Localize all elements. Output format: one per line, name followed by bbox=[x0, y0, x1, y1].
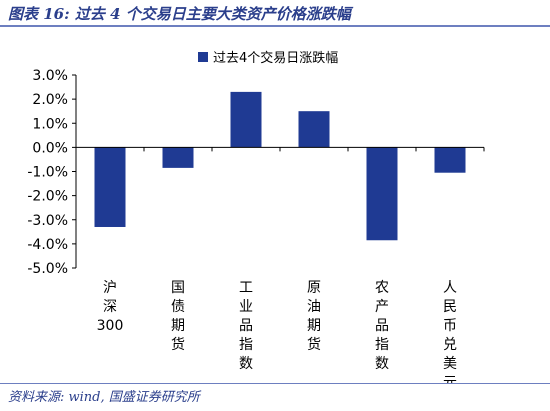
y-tick-label: 0.0% bbox=[32, 140, 68, 156]
legend-swatch bbox=[198, 52, 208, 62]
y-tick-label: 1.0% bbox=[32, 116, 68, 132]
y-axis: 3.0% 2.0% 1.0% 0.0% -1.0% -2.0% -3.0% -4.0% -5.0… bbox=[27, 68, 77, 277]
bar bbox=[94, 147, 126, 227]
bars bbox=[94, 91, 466, 241]
bar-chart: 过去4个交易日涨跌幅 3.0% 2.0% 1.0% 0.0% -1.0% -2.0% -3.… bbox=[27, 50, 485, 384]
bar bbox=[162, 147, 194, 168]
bottom-rule bbox=[0, 383, 550, 384]
source-note: 资料来源: wind, 国盛证券研究所 bbox=[8, 390, 200, 405]
category-label: 农产品指数 bbox=[375, 280, 389, 372]
y-tick-label: -5.0% bbox=[27, 261, 68, 277]
bar bbox=[366, 147, 398, 241]
category-label: 国债期货 bbox=[171, 280, 185, 353]
category-label: 人民币兑美元 bbox=[443, 280, 457, 384]
y-tick-label: 2.0% bbox=[32, 92, 68, 108]
figure-title: 图表 16: 过去 4 个交易日主要大类资产价格涨跌幅 bbox=[8, 5, 351, 23]
category-label: 工业品指数 bbox=[239, 280, 253, 372]
legend-label: 过去4个交易日涨跌幅 bbox=[213, 50, 338, 66]
y-tick-label: -2.0% bbox=[27, 189, 68, 205]
y-tick-label: -3.0% bbox=[27, 213, 68, 229]
top-rule bbox=[0, 25, 550, 27]
bar bbox=[230, 91, 262, 148]
y-tick-label: -4.0% bbox=[27, 237, 68, 253]
bar bbox=[434, 147, 466, 173]
y-tick-label: -1.0% bbox=[27, 165, 68, 181]
category-label: 沪深 300 bbox=[97, 280, 124, 334]
y-tick-label: 3.0% bbox=[32, 68, 68, 84]
bar bbox=[298, 111, 330, 148]
category-label: 原油期货 bbox=[307, 280, 321, 353]
x-axis: 沪深 300 国债期货 工业品指数 原油期货 农产品指数 人民币兑美元 bbox=[75, 146, 485, 384]
legend: 过去4个交易日涨跌幅 bbox=[198, 50, 338, 66]
